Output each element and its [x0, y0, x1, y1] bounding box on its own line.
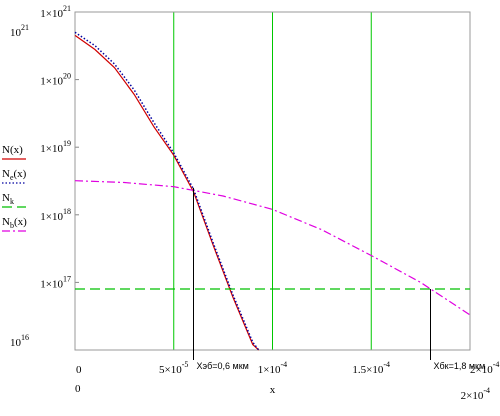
- x-tick-label: 0: [76, 364, 82, 376]
- x-lim-label: 2×10-4: [461, 386, 490, 402]
- legend-label: N(x): [2, 144, 23, 156]
- y-lim-label: 1021: [10, 23, 29, 39]
- legend-label: Ne(x): [2, 168, 27, 182]
- y-lim-label: 1016: [10, 333, 29, 349]
- y-tick-label: 1×1020: [40, 71, 71, 87]
- y-tick-label: 1×1017: [40, 274, 71, 290]
- legend-label: Nk: [2, 192, 14, 206]
- x-tick-label: 5×10-5: [159, 360, 188, 376]
- x-lim-label: 0: [75, 383, 81, 395]
- x-axis-label: x: [270, 384, 276, 396]
- legend-label: Nb(x): [2, 216, 27, 230]
- x-tick-label: 1×10-4: [258, 360, 287, 376]
- series-line: [74, 180, 471, 316]
- y-tick-label: 1×1021: [40, 4, 71, 20]
- y-tick-label: 1×1018: [40, 207, 71, 223]
- marker-label: Хэб=0,6 мкм: [197, 361, 249, 371]
- x-tick-label: 2×10-4: [470, 360, 499, 376]
- y-tick-label: 1×1019: [40, 139, 71, 155]
- series-line: [74, 31, 260, 351]
- x-tick-label: 1.5×10-4: [352, 360, 390, 376]
- series-line: [74, 34, 260, 351]
- marker-label: Хбк=1,8 мкм: [434, 361, 486, 371]
